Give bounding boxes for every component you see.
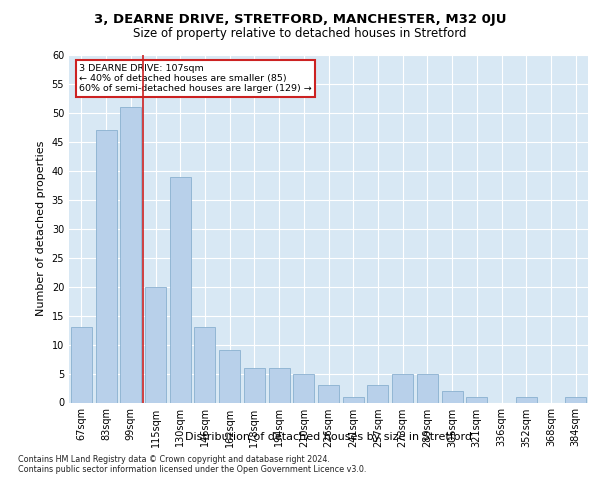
- Text: Size of property relative to detached houses in Stretford: Size of property relative to detached ho…: [133, 28, 467, 40]
- Y-axis label: Number of detached properties: Number of detached properties: [36, 141, 46, 316]
- Bar: [170, 176, 191, 402]
- Bar: [565, 396, 586, 402]
- Bar: [95, 130, 116, 402]
- Text: Contains HM Land Registry data © Crown copyright and database right 2024.
Contai: Contains HM Land Registry data © Crown c…: [18, 455, 367, 474]
- Text: 3, DEARNE DRIVE, STRETFORD, MANCHESTER, M32 0JU: 3, DEARNE DRIVE, STRETFORD, MANCHESTER, …: [94, 12, 506, 26]
- Bar: [244, 368, 265, 402]
- Text: 3 DEARNE DRIVE: 107sqm
← 40% of detached houses are smaller (85)
60% of semi-det: 3 DEARNE DRIVE: 107sqm ← 40% of detached…: [79, 64, 312, 94]
- Bar: [367, 385, 388, 402]
- Bar: [293, 374, 314, 402]
- Bar: [516, 396, 537, 402]
- Bar: [318, 385, 339, 402]
- Bar: [71, 327, 92, 402]
- Bar: [194, 327, 215, 402]
- Text: Distribution of detached houses by size in Stretford: Distribution of detached houses by size …: [185, 432, 472, 442]
- Bar: [417, 374, 438, 402]
- Bar: [392, 374, 413, 402]
- Bar: [343, 396, 364, 402]
- Bar: [269, 368, 290, 402]
- Bar: [120, 107, 141, 403]
- Bar: [466, 396, 487, 402]
- Bar: [442, 391, 463, 402]
- Bar: [145, 286, 166, 403]
- Bar: [219, 350, 240, 403]
